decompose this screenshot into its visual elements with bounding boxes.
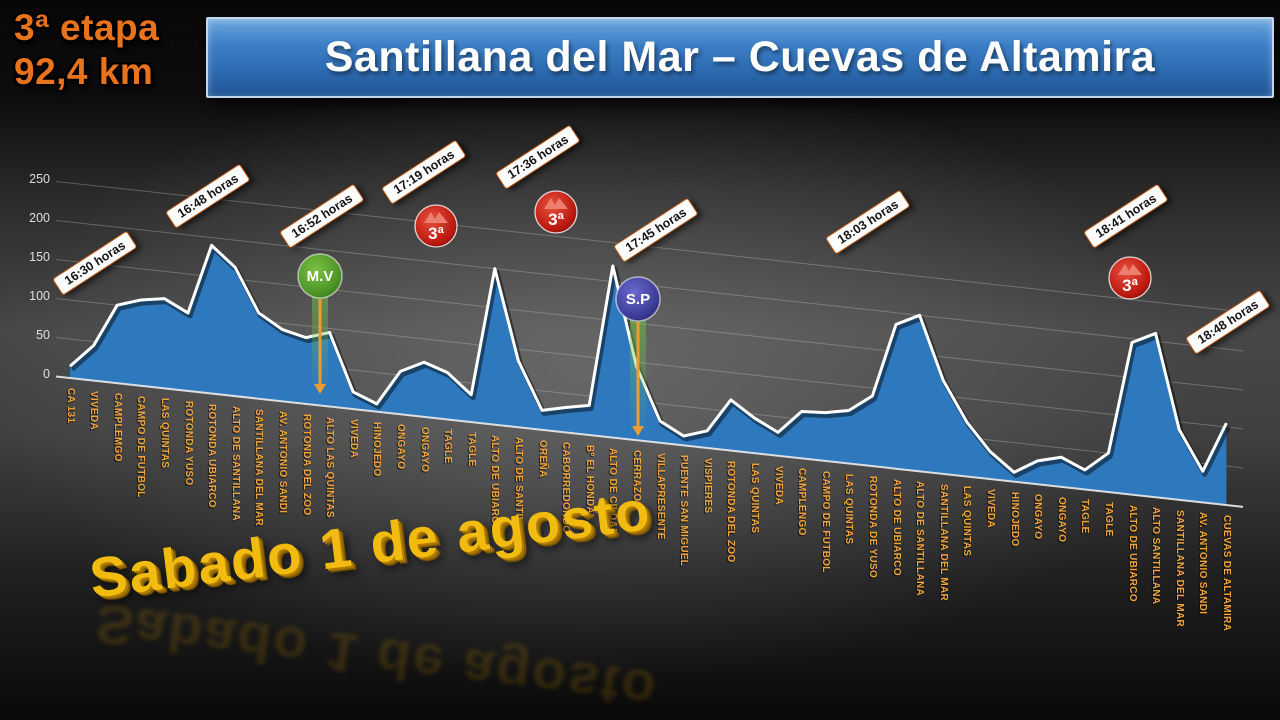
- sprint-circle-icon: [615, 276, 661, 322]
- stage-number: 3ª etapa: [14, 7, 160, 48]
- profile-outline: [69, 243, 1228, 474]
- category-3-climb-badge: 3ª: [1108, 256, 1152, 300]
- marker-arrowhead-icon: [314, 384, 326, 394]
- category-3-climb-badge: 3ª: [534, 190, 578, 234]
- mountain-icon: [544, 198, 568, 209]
- elevation-area: [70, 245, 1227, 505]
- badge-label: 3ª: [548, 210, 564, 229]
- stage-title: Santillana del Mar – Cuevas de Altamira: [324, 33, 1156, 81]
- badge-circle-icon: [414, 204, 458, 248]
- stage-title-banner: Santillana del Mar – Cuevas de Altamira: [206, 17, 1274, 98]
- sprint-marker: S.P: [615, 276, 661, 436]
- meta-volante-circle-icon: [297, 253, 343, 299]
- mountain-icon: [1118, 264, 1142, 275]
- gridline: [55, 258, 1244, 391]
- badge-label: 3ª: [1122, 276, 1138, 295]
- badge-circle-icon: [1108, 256, 1152, 300]
- badge-circle-icon: [534, 190, 578, 234]
- stage-info: 3ª etapa 92,4 km: [14, 6, 159, 95]
- marker-arrowhead-icon: [632, 426, 644, 436]
- marker-label: S.P: [626, 291, 650, 308]
- badge-label: 3ª: [428, 224, 444, 243]
- stage-distance: 92,4 km: [14, 51, 154, 93]
- mountain-icon: [424, 212, 448, 223]
- x-axis-line: [55, 375, 1244, 508]
- meta-volante-marker: M.V: [297, 253, 343, 394]
- category-3-climb-badge: 3ª: [414, 204, 458, 248]
- marker-label: M.V: [307, 268, 334, 285]
